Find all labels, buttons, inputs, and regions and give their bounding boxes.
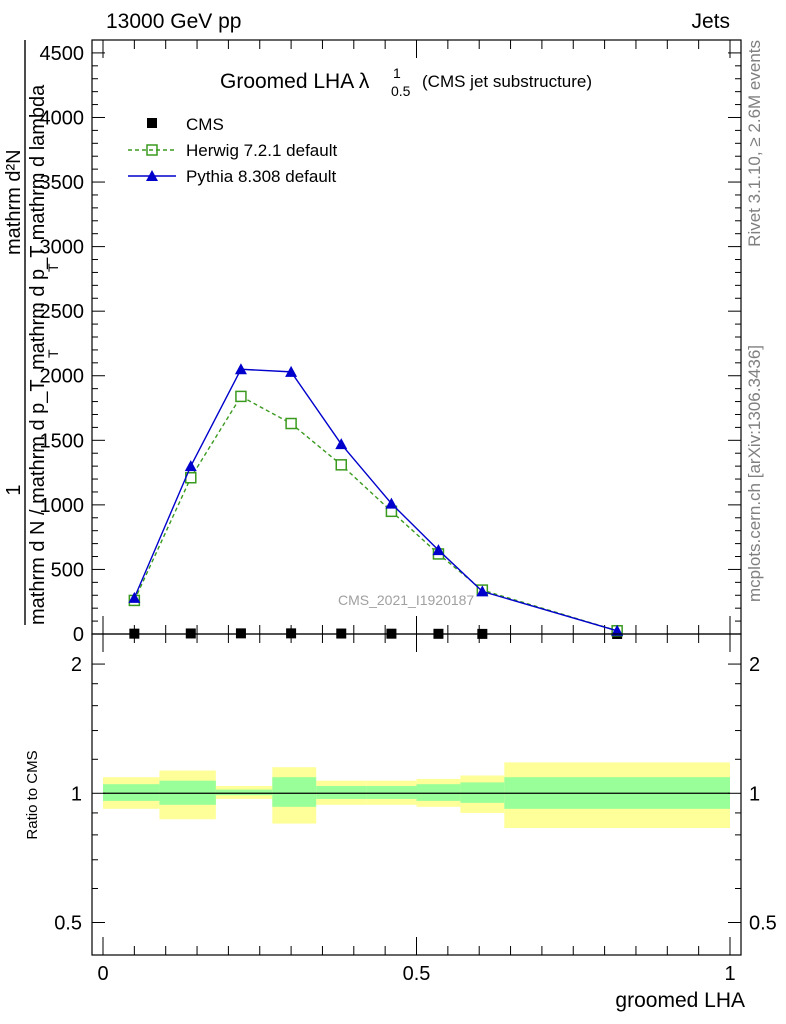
data-point-pythia [476,585,489,597]
ratio-stat-band-bin [316,785,367,799]
y-tick-label: 2500 [40,301,85,323]
legend-label-cms: CMS [186,115,224,134]
legend-label-herwig: Herwig 7.2.1 default [186,141,337,160]
y-tick-label: 3000 [40,237,85,259]
ratio-stat-band-bin [215,789,273,796]
ratio-y-tick-label-right: 1 [749,783,760,805]
chart-title-lambda: λ [359,70,370,93]
chart-title-subscript: 0.5 [391,83,411,99]
y-label-denominator-subscript: T [45,263,61,272]
ratio-y-tick-label: 0.5 [54,912,82,934]
legend-marker-pythia [146,170,158,181]
y-label-denominator: mathrm d p_T mathrm d lambda [27,84,49,370]
ratio-stat-band-bin [416,784,461,801]
x-tick-label: 1 [724,963,735,985]
y-tick-label: 4500 [40,43,85,65]
data-point-pythia [128,591,141,603]
y-axis-label: 1 mathrm d N / mathrm d p_T T mathrm d²N… [3,40,61,625]
x-tick-label: 0 [97,963,108,985]
side-label-bottom: mcplots.cern.ch [arXiv:1306.3436] [745,345,764,602]
header-right: Jets [691,10,730,33]
legend-label-pythia: Pythia 8.308 default [186,167,337,186]
header-left: 13000 GeV pp [106,10,241,33]
ratio-stat-band-bin [460,782,505,803]
ratio-y-tick-label-right: 0.5 [749,912,777,934]
data-point-cms [286,628,297,639]
ratio-panel: 0 0.5 1 0.5 0.5 1 1 2 2 [54,633,777,985]
data-point-pythia [385,497,398,509]
y-tick-label: 1500 [40,430,85,452]
y-label-numerator: mathrm d²N [3,149,25,255]
y-tick-label: 3500 [40,172,85,194]
legend: CMS Herwig 7.2.1 default Pythia 8.308 de… [128,115,337,186]
data-point-pythia [611,624,624,636]
main-panel: 0 500 1000 1500 2000 2500 3000 3500 4000 4500 [40,39,742,646]
data-point-herwig [335,459,348,471]
y-label-n-subscript: T [45,349,61,358]
data-point-pythia [184,460,197,472]
data-point-pythia [432,544,445,556]
x-axis-label: groomed LHA [615,989,745,1012]
ratio-y-tick-label-right: 2 [749,654,760,676]
data-point-herwig [235,390,247,403]
ratio-y-axis-label: Ratio to CMS [24,750,41,839]
y-tick-label: 1000 [40,495,85,517]
legend-marker-cms [147,118,157,128]
chart-title-suffix: (CMS jet substructure) [422,72,592,91]
ratio-y-tick-label: 1 [71,783,82,805]
side-label-top: Rivet 3.1.10, ≥ 2.6M events [745,40,764,247]
data-point-herwig [285,417,297,430]
y-tick-label: 4000 [40,107,85,129]
y-tick-label: 0 [73,624,84,646]
ratio-stat-band-bin [366,785,417,799]
data-point-pythia [234,363,247,375]
ratio-stat-band-bin [272,777,317,807]
data-point-cms [235,628,246,639]
y-tick-label: 500 [51,559,84,581]
x-tick-label: 0.5 [403,963,431,985]
watermark: CMS_2021_I1920187 [338,592,474,608]
y-tick-label: 2000 [40,366,85,388]
data-point-pythia [335,438,348,450]
chart-title-superscript: 1 [393,65,401,81]
ratio-y-tick-label: 2 [71,654,82,676]
y-label-n-denominator: mathrm d N / mathrm d p_T [27,379,49,625]
y-label-one: 1 [3,484,25,495]
chart-title-main: Groomed LHA [220,70,354,93]
chart-title: Groomed LHA λ [220,70,370,93]
data-point-pythia [285,365,298,377]
legend-marker-herwig [146,144,158,156]
ratio-stat-band-bin [103,784,160,801]
